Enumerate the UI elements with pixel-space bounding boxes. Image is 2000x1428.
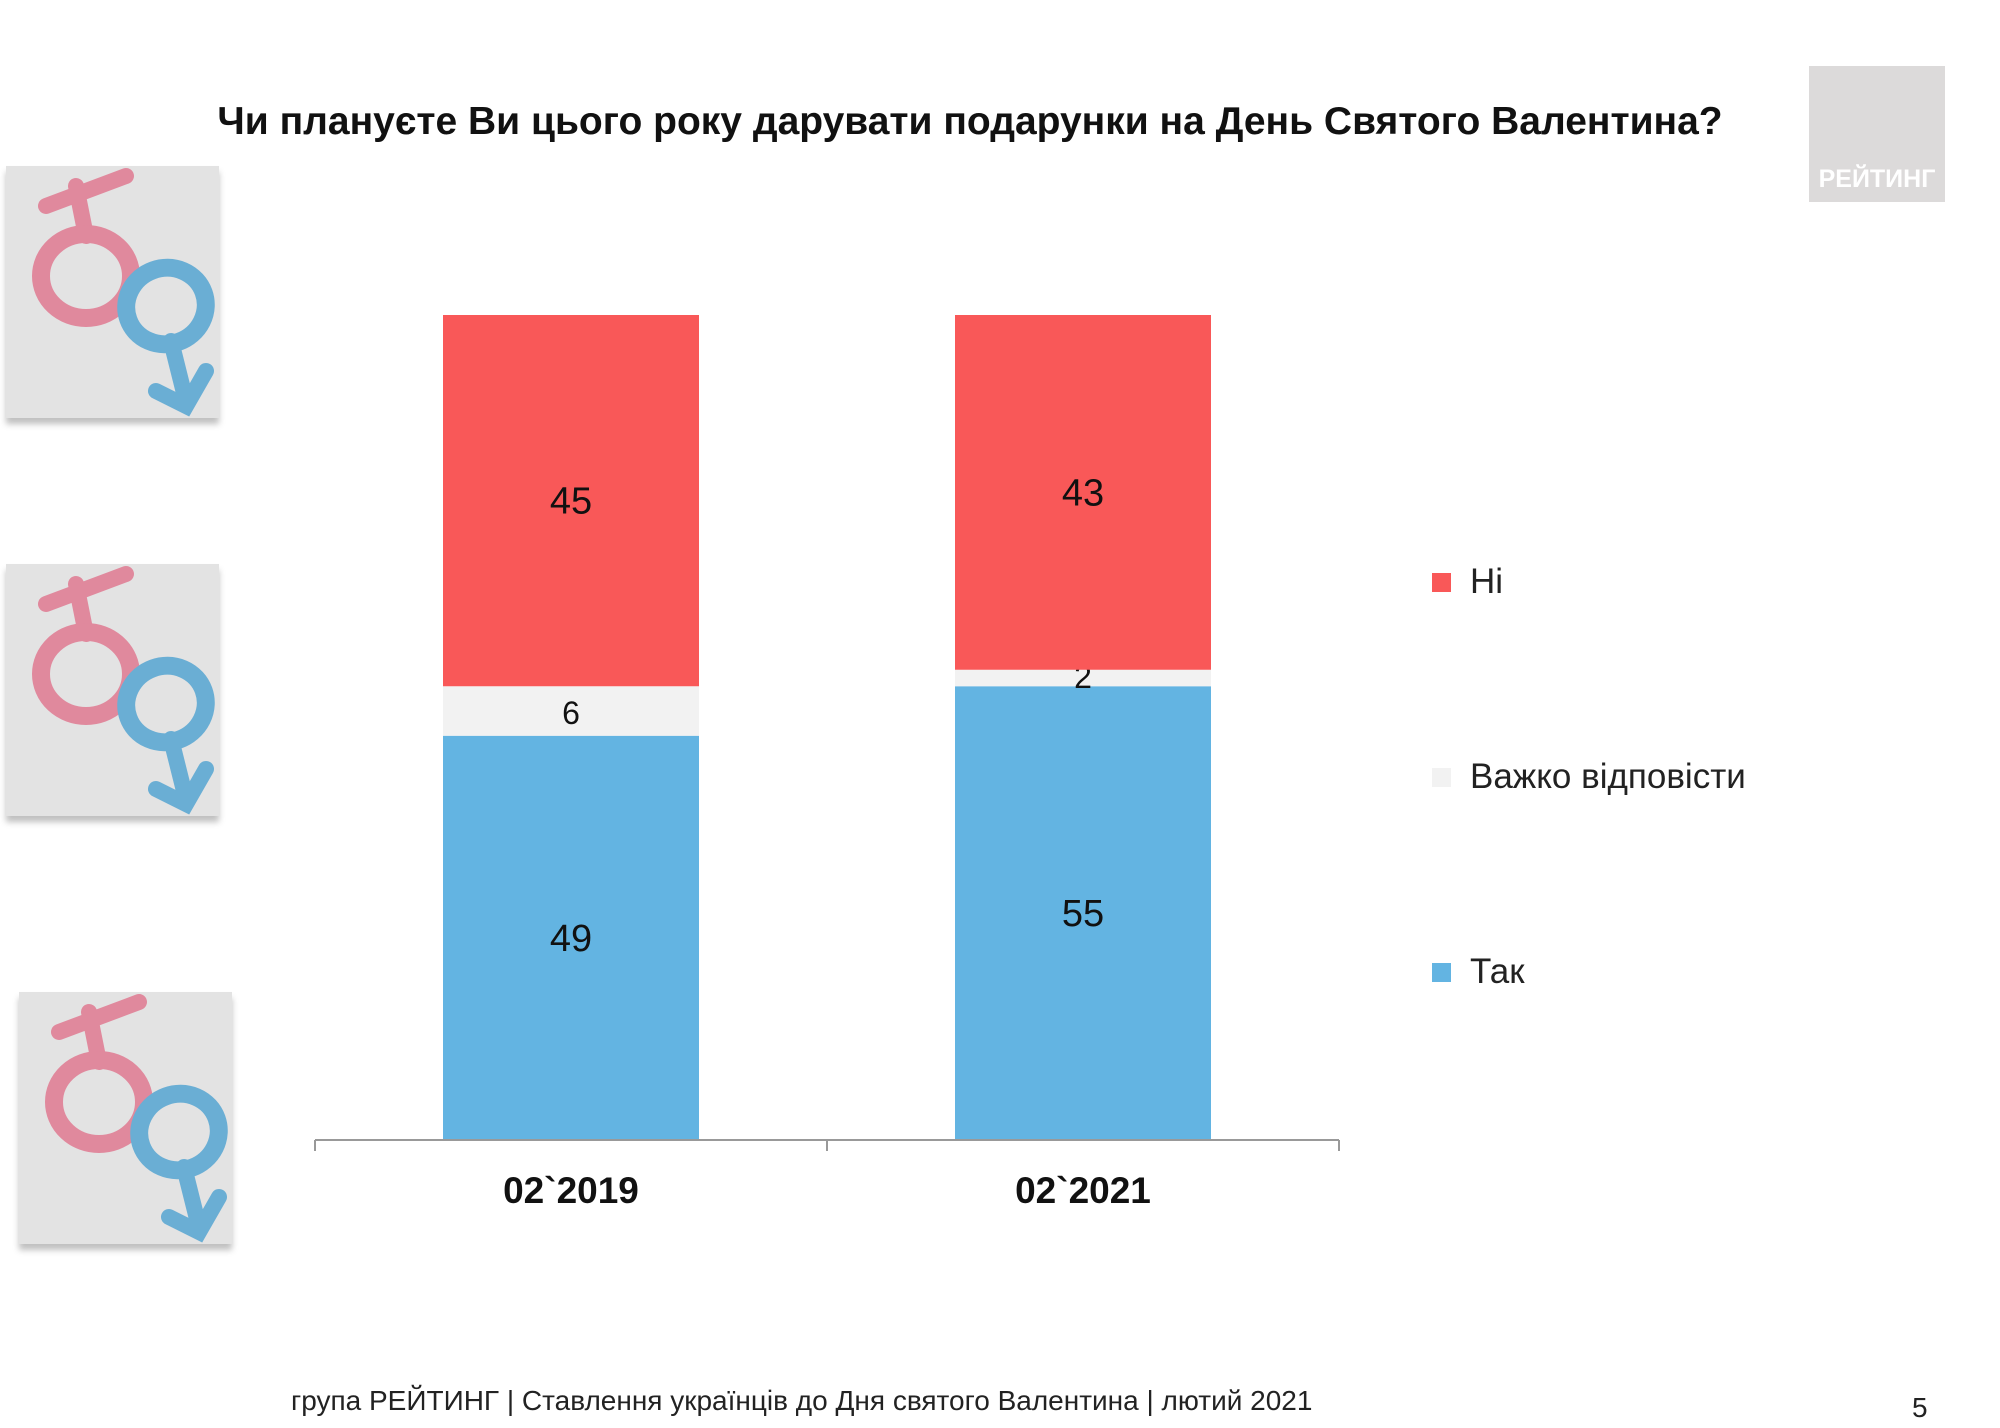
legend-label: Важко відповісти	[1470, 757, 1746, 796]
legend-item-hard-to-say: Важко відповісти	[1432, 757, 1746, 797]
logo-text: РЕЙТИНГ	[1818, 165, 1936, 193]
legend-swatch	[1432, 962, 1451, 982]
legend-item-ni: Ні	[1432, 562, 1503, 602]
rating-logo: РЕЙТИНГ	[1809, 66, 1945, 202]
category-label: 02`2021	[1015, 1170, 1151, 1211]
data-label: 43	[1062, 472, 1104, 514]
data-label: 49	[550, 918, 592, 960]
bar-segment	[955, 686, 1211, 1140]
legend-label: Так	[1470, 952, 1525, 991]
legend-label: Ні	[1470, 562, 1504, 601]
bar-segment	[443, 735, 699, 1140]
gender-symbols-icon	[32, 168, 215, 417]
bar-segment	[443, 315, 699, 687]
data-label: 55	[1062, 893, 1104, 935]
data-label: 45	[550, 481, 592, 523]
gender-symbols-icon	[45, 994, 228, 1243]
gender-symbols-icon	[32, 566, 215, 815]
chart-title: Чи плануєте Ви цього року дарувати подар…	[217, 100, 1723, 143]
data-label: 6	[562, 695, 580, 731]
legend-swatch	[1432, 767, 1451, 787]
gender-symbols-image	[19, 992, 232, 1244]
bar-segment	[955, 669, 1211, 687]
category-label: 02`2019	[503, 1170, 639, 1211]
gender-symbols-image	[6, 564, 219, 816]
legend-item-tak: Так	[1432, 952, 1525, 992]
gender-symbols-image	[6, 166, 219, 418]
bar-segment	[955, 315, 1211, 670]
page-number: 5	[1912, 1392, 1928, 1423]
legend-swatch	[1432, 572, 1451, 592]
bar-segment	[443, 686, 699, 736]
footer-text: група РЕЙТИНГ | Ставлення українців до Д…	[291, 1385, 1313, 1416]
